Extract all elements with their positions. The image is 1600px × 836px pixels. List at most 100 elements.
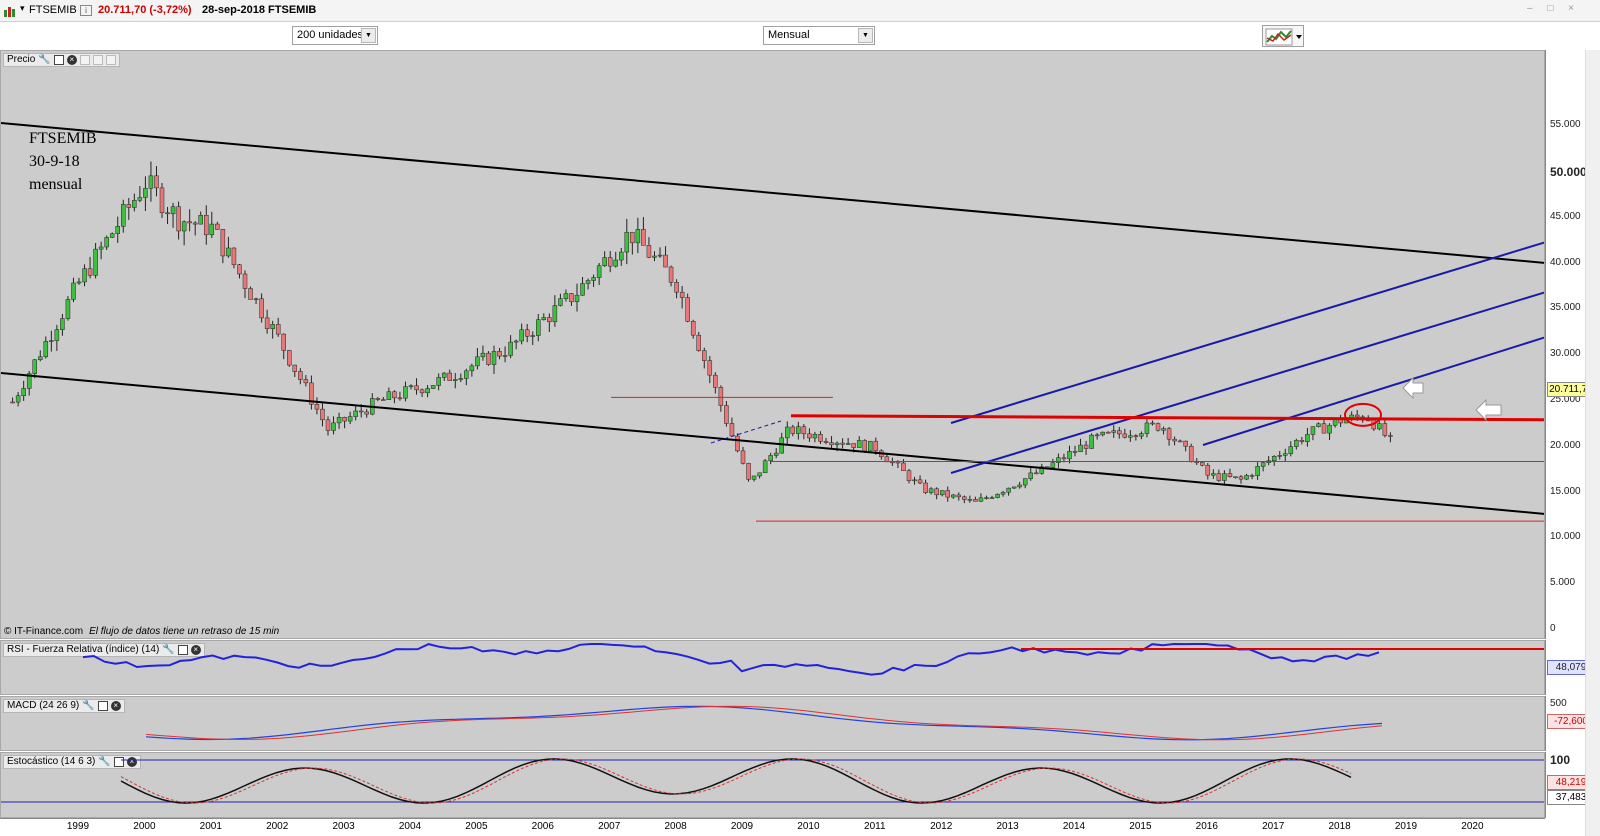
maximize-icon[interactable] <box>177 645 188 655</box>
chevron-down-icon[interactable]: ▼ <box>361 28 376 43</box>
candle-body <box>71 282 76 300</box>
candle-body <box>1155 423 1161 431</box>
price-panel[interactable]: Precio 🔧 × FTSEMIB 30-9-18 mensual <box>0 50 1545 639</box>
candle-body <box>347 416 353 422</box>
period-select[interactable]: Mensual ▼ <box>763 26 875 45</box>
candle-body <box>779 437 784 454</box>
chart-type-icon <box>1265 28 1302 46</box>
candle-body <box>1233 476 1238 478</box>
candle-body <box>1061 457 1067 460</box>
candle-body <box>292 364 298 372</box>
candle-body <box>773 452 779 456</box>
macd-panel-label: MACD (24 26 9) 🔧 × <box>3 699 125 713</box>
candle-body <box>1122 433 1128 438</box>
candle-body <box>82 268 87 283</box>
vertical-scrollbar[interactable] <box>1585 50 1600 836</box>
stochastic-y-axis <box>1545 752 1546 818</box>
candle-body <box>602 257 607 267</box>
candle-body <box>729 423 735 437</box>
candle-body <box>1177 440 1183 443</box>
candle-body <box>895 461 901 464</box>
candle-body <box>1271 456 1277 461</box>
close-icon[interactable]: × <box>66 55 77 65</box>
maximize-icon[interactable] <box>53 55 64 65</box>
candle-body <box>270 324 275 329</box>
candle-body <box>796 426 801 434</box>
candle-body <box>104 237 109 248</box>
copy-icon[interactable] <box>92 55 103 65</box>
year-tick-label: 2014 <box>1062 821 1086 832</box>
candle-body <box>176 206 181 232</box>
candle-body <box>309 382 314 405</box>
units-select[interactable]: 200 unidades ▼ <box>292 26 378 45</box>
candle-body <box>928 488 934 493</box>
stochastic-panel[interactable]: Estocástico (14 6 3) 🔧 × <box>0 752 1545 818</box>
candle-body <box>148 175 154 189</box>
candle-body <box>425 388 430 394</box>
candle-body <box>143 188 148 198</box>
candle-body <box>989 497 995 499</box>
candle-body <box>480 352 486 358</box>
wrench-icon[interactable]: 🔧 <box>162 644 175 655</box>
paste-icon[interactable] <box>105 55 116 65</box>
maximize-icon[interactable] <box>97 701 108 711</box>
candle-body <box>995 493 1000 498</box>
stochastic-k-line <box>120 758 1352 804</box>
candle-body <box>823 441 829 443</box>
chevron-down-icon[interactable]: ▾ <box>20 3 25 13</box>
price-tick-label: 10.000 <box>1550 531 1581 543</box>
macd-panel[interactable]: MACD (24 26 9) 🔧 × <box>0 696 1545 751</box>
chart-icon[interactable] <box>3 5 17 17</box>
macd-chart <box>145 705 1383 741</box>
candle-body <box>812 434 818 439</box>
close-icon[interactable]: × <box>110 701 121 711</box>
wrench-icon[interactable]: 🔧 <box>38 54 51 65</box>
candle-body <box>353 410 358 417</box>
candle-body <box>1034 472 1039 475</box>
candle-body <box>49 340 54 342</box>
candle-body <box>1000 491 1006 495</box>
candle-body <box>447 372 452 381</box>
year-tick-label: 2009 <box>730 821 754 832</box>
price-tick-label: 45.000 <box>1550 210 1581 222</box>
annotation-line-1: FTSEMIB <box>29 130 97 147</box>
resistance-line <box>790 414 1544 422</box>
candle-body <box>32 359 37 374</box>
window-controls[interactable]: – □ × <box>1527 3 1580 14</box>
candle-body <box>60 318 65 330</box>
wrench-icon[interactable]: 🔧 <box>82 700 95 711</box>
info-icon[interactable]: i <box>80 5 92 16</box>
candle-body <box>1100 431 1105 436</box>
candle-body <box>76 281 82 284</box>
rsi-panel[interactable]: RSI - Fuerza Relativa (índice) (14) 🔧 × <box>0 640 1545 695</box>
candle-body <box>1128 435 1133 438</box>
candle-body <box>215 223 220 230</box>
candle-body <box>198 215 203 225</box>
close-icon[interactable]: × <box>190 645 201 655</box>
candle-body <box>939 490 945 496</box>
chart-type-button[interactable] <box>1262 25 1304 47</box>
lower-trend-line <box>1 372 1544 515</box>
candle-body <box>1382 423 1388 436</box>
chevron-down-icon[interactable]: ▼ <box>858 28 873 43</box>
symbol-name: FTSEMIB <box>29 4 77 16</box>
candle-body <box>635 229 641 244</box>
candle-body <box>475 356 480 367</box>
close-icon[interactable]: × <box>126 757 137 767</box>
candle-body <box>873 440 879 452</box>
candle-body <box>1172 438 1177 442</box>
wrench-icon[interactable]: 🔧 <box>98 756 111 767</box>
candle-body <box>967 499 973 501</box>
candle-body <box>973 499 978 502</box>
candle-body <box>541 317 547 320</box>
candle-body <box>829 442 834 446</box>
candle-body <box>663 254 668 268</box>
maximize-icon[interactable] <box>113 757 124 767</box>
candle-body <box>951 494 956 498</box>
candle-body <box>569 293 574 303</box>
add-icon[interactable] <box>79 55 90 65</box>
candle-body <box>1277 455 1282 457</box>
macd-y-axis <box>1545 696 1546 751</box>
candle-body <box>408 385 414 388</box>
candle-body <box>1094 434 1100 437</box>
